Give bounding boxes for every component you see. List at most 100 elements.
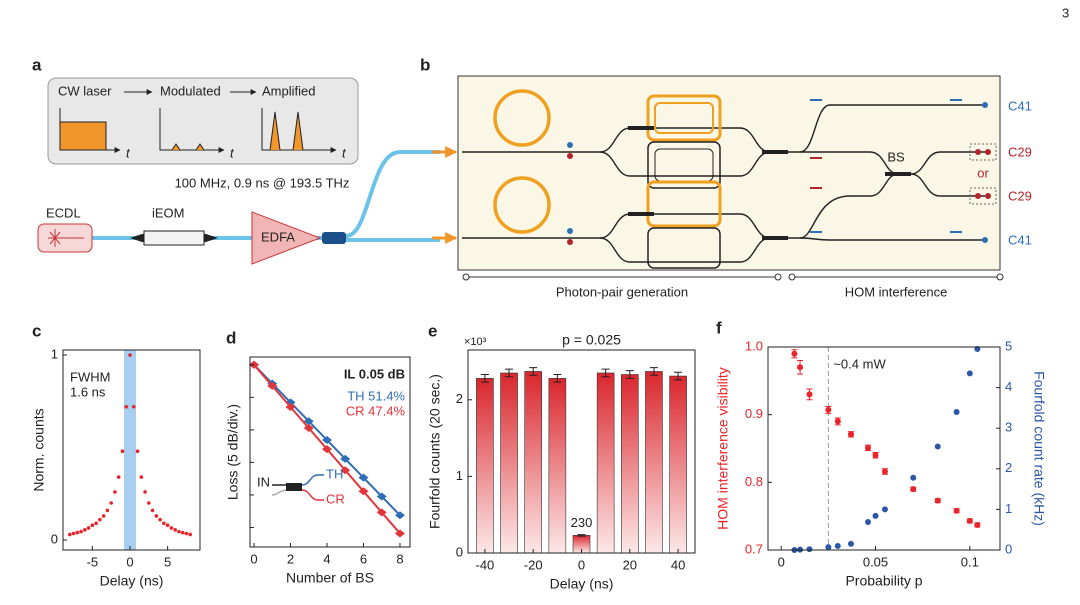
panel-label: d (226, 328, 236, 347)
data-point (135, 449, 140, 454)
y-tick-label: 0.8 (745, 474, 763, 489)
data-point (797, 364, 804, 371)
data-point (872, 512, 879, 519)
caption: 100 MHz, 0.9 ns @ 193.5 THz (175, 175, 350, 190)
x-tick-label: 4 (323, 551, 330, 566)
x-tick-label: -40 (476, 557, 495, 572)
bs-label: BS (887, 149, 905, 164)
edfa (251, 211, 322, 265)
amp-pulse (269, 111, 304, 151)
data-point (75, 530, 80, 535)
source-bottom (462, 173, 985, 269)
data-point (86, 526, 91, 530)
t-axis: t (126, 145, 131, 160)
bar (645, 371, 663, 554)
data-point (321, 436, 332, 445)
y-tick-label: 0 (456, 544, 463, 559)
data-point (934, 497, 941, 504)
data-point (881, 506, 888, 513)
axis-label: Fourfold count rate (kHz) (1031, 371, 1047, 526)
y-tick-label: 1 (51, 346, 58, 361)
data-point (67, 532, 72, 537)
data-point (173, 528, 177, 532)
output-label: C29 (1008, 144, 1032, 159)
data-point (120, 449, 125, 454)
stage-label: CW laser (58, 83, 112, 98)
y-axis-label: Loss (5 dB/div.) (225, 404, 241, 500)
x-axis-label: Number of BS (286, 570, 374, 586)
bar (620, 374, 639, 554)
component-label: ECDL (46, 205, 81, 220)
data-point (340, 454, 351, 463)
data-point (394, 511, 405, 520)
section-label: Photon-pair generation (556, 284, 688, 299)
data-point (79, 529, 83, 534)
x-tick-label: 0 (778, 554, 785, 569)
data-point (974, 346, 981, 353)
t-axis: t (342, 145, 347, 160)
error-bar (505, 368, 514, 378)
mod-pulse (171, 143, 205, 151)
axes (59, 108, 121, 153)
error-bar (480, 374, 489, 383)
x-tick-label: 6 (360, 551, 367, 566)
data-point (158, 517, 162, 522)
data-point (94, 521, 98, 526)
y2-tick-label: 3 (1005, 420, 1012, 435)
data-point (71, 531, 76, 536)
data-point (834, 542, 841, 549)
data-point (105, 508, 110, 513)
data-point (910, 474, 917, 481)
error-bar (649, 367, 658, 376)
x-tick-label: -20 (524, 557, 543, 572)
data-point (285, 402, 296, 411)
cw-pulse (59, 121, 107, 151)
data-point (847, 431, 854, 438)
data-point (825, 406, 832, 413)
axes (261, 108, 337, 153)
chart-title: p = 0.025 (562, 332, 621, 348)
data-point (966, 370, 973, 377)
data-point (162, 521, 166, 526)
component-label: EDFA (261, 229, 295, 244)
data-point (180, 530, 185, 535)
data-point (953, 408, 960, 415)
threshold-label: ~0.4 mW (833, 356, 886, 371)
data-point (394, 529, 405, 538)
splitter (322, 232, 346, 244)
output-label: C29 (1008, 188, 1032, 203)
y2-tick-label: 5 (1005, 338, 1012, 353)
bar (669, 375, 687, 554)
data-point (131, 404, 136, 409)
y-tick-label: 1 (456, 468, 463, 483)
x-tick-label: 40 (671, 557, 685, 572)
data-point (864, 518, 871, 525)
y-axis-label: Norm. counts (31, 408, 47, 491)
data-point (358, 487, 369, 496)
error-bar (601, 368, 610, 378)
data-point (953, 507, 960, 514)
inset-label: CR (326, 491, 345, 506)
data-point (139, 475, 144, 479)
panel-b: b (420, 55, 1032, 299)
y2-tick-label: 0 (1005, 541, 1012, 556)
x-axis-label: Delay (ns) (550, 576, 614, 592)
data-point (847, 540, 854, 547)
section-label: HOM interference (845, 284, 948, 299)
data-point (825, 544, 832, 551)
panel-label: f (716, 318, 722, 337)
data-point (321, 445, 332, 454)
page-number: 3 (1062, 5, 1069, 20)
inset-label: TH (326, 466, 343, 481)
laser-icon (48, 229, 84, 247)
y-tick-label: 0.9 (745, 406, 763, 421)
y-tick-label: 0 (51, 531, 58, 546)
bar (596, 372, 615, 554)
data-point (791, 350, 798, 357)
data-point (834, 418, 841, 425)
x-tick-label: 0.1 (961, 554, 979, 569)
axes-frame (767, 346, 1001, 551)
data-point (165, 523, 170, 528)
stage-label: Modulated (160, 83, 221, 98)
y2-tick-label: 1 (1005, 501, 1012, 516)
